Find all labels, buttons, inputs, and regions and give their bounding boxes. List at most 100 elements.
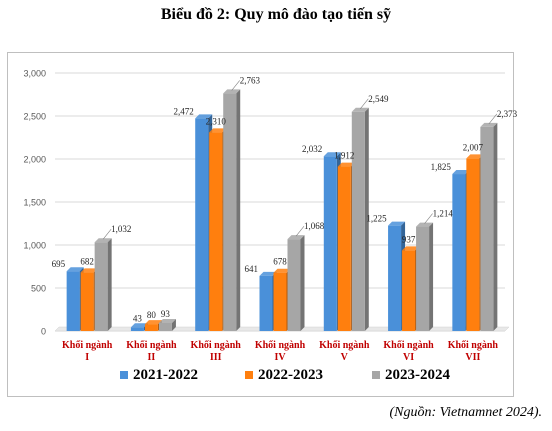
bar-top (402, 246, 420, 251)
data-label: 2,472 (173, 106, 193, 116)
category-label: VI (403, 352, 414, 363)
bar-top (273, 268, 291, 273)
category-label: Khối ngành (126, 340, 177, 351)
legend-label: 2023-2024 (385, 367, 450, 383)
bar-top (158, 319, 176, 324)
bar (144, 324, 158, 331)
bar-side (364, 107, 369, 331)
bar (94, 242, 108, 331)
data-label: 641 (245, 264, 259, 274)
data-label: 2,373 (497, 109, 518, 119)
bar (388, 225, 402, 331)
data-label: 682 (80, 256, 94, 266)
bar-top (144, 320, 162, 325)
bar (259, 275, 273, 331)
bar (416, 226, 430, 331)
data-label: 80 (147, 310, 157, 320)
category-label: Khối ngành (62, 340, 113, 351)
bar (337, 166, 351, 331)
data-label: 43 (133, 313, 143, 323)
data-label: 2,032 (302, 144, 322, 154)
data-label: 937 (402, 234, 416, 244)
bar-top (94, 238, 112, 243)
data-label: 2,310 (206, 116, 227, 126)
y-tick-label: 2,000 (23, 155, 46, 165)
bar-side (429, 222, 434, 331)
source-note: (Nguồn: Vietnamnet 2024). (389, 405, 542, 420)
bar (480, 126, 494, 331)
data-label-leader (295, 225, 305, 237)
data-label: 1,068 (304, 221, 325, 231)
category-label: V (341, 352, 349, 363)
y-tick-label: 1,500 (23, 198, 46, 208)
y-tick-label: 1,000 (23, 241, 46, 251)
category-label: II (148, 352, 156, 363)
data-label: 1,032 (111, 224, 131, 234)
data-label-leader (424, 213, 433, 224)
bar-top (80, 268, 98, 273)
legend-swatch (372, 371, 380, 379)
category-label: VII (465, 352, 480, 363)
bar (466, 158, 480, 331)
bar-top (351, 107, 369, 112)
bar-top (466, 154, 484, 159)
bar (80, 272, 94, 331)
data-label-leader (488, 113, 498, 125)
bar-top (480, 122, 498, 127)
bar-side (300, 235, 305, 331)
bar-top (388, 221, 406, 226)
bar-top (223, 89, 241, 94)
bar-top (452, 170, 470, 175)
bar (287, 239, 301, 331)
data-label: 2,007 (463, 142, 484, 152)
category-label: III (210, 352, 222, 363)
data-label: 2,549 (368, 94, 389, 104)
bar-top (209, 128, 227, 133)
category-label: Khối ngành (448, 340, 499, 351)
data-label-leader (231, 80, 240, 91)
y-tick-label: 0 (41, 327, 46, 337)
bar (158, 323, 172, 331)
bar-side (107, 238, 112, 331)
bar (209, 132, 223, 331)
bar-top (195, 114, 213, 119)
bar-side (171, 319, 176, 331)
category-label: Khối ngành (319, 340, 370, 351)
legend-swatch (120, 371, 128, 379)
y-tick-label: 3,000 (23, 69, 46, 79)
category-label: Khối ngành (191, 340, 242, 351)
bar-top (259, 271, 277, 276)
bar (223, 93, 237, 332)
data-label-leader (102, 229, 112, 240)
bar (273, 272, 287, 331)
data-label: 1,214 (433, 209, 454, 219)
bar (351, 111, 365, 331)
bar-top (337, 162, 355, 167)
bar-top (130, 323, 148, 328)
bar-side (493, 122, 498, 331)
bar (402, 250, 416, 331)
chart-title: Biểu đồ 2: Quy mô đào tạo tiến sỹ (160, 6, 392, 23)
data-label: 93 (161, 309, 171, 319)
data-label: 1,225 (366, 214, 387, 224)
bar-side (236, 89, 241, 331)
data-label: 1,825 (431, 162, 452, 172)
data-label: 678 (273, 257, 287, 267)
data-label: 695 (52, 259, 66, 269)
category-label: Khối ngành (255, 340, 306, 351)
category-label: I (85, 352, 89, 363)
category-label: Khối ngành (383, 340, 434, 351)
bar-top (323, 152, 341, 157)
bar (130, 327, 144, 331)
legend-label: 2021-2022 (133, 367, 198, 383)
bar-top (416, 222, 434, 227)
bar (66, 271, 80, 331)
y-tick-label: 500 (31, 284, 46, 294)
data-label: 1,912 (334, 151, 354, 161)
y-tick-label: 2,500 (23, 112, 46, 122)
data-label: 2,763 (240, 75, 261, 85)
bar (323, 156, 337, 331)
bar-top (66, 267, 84, 272)
bar-top (287, 235, 305, 240)
